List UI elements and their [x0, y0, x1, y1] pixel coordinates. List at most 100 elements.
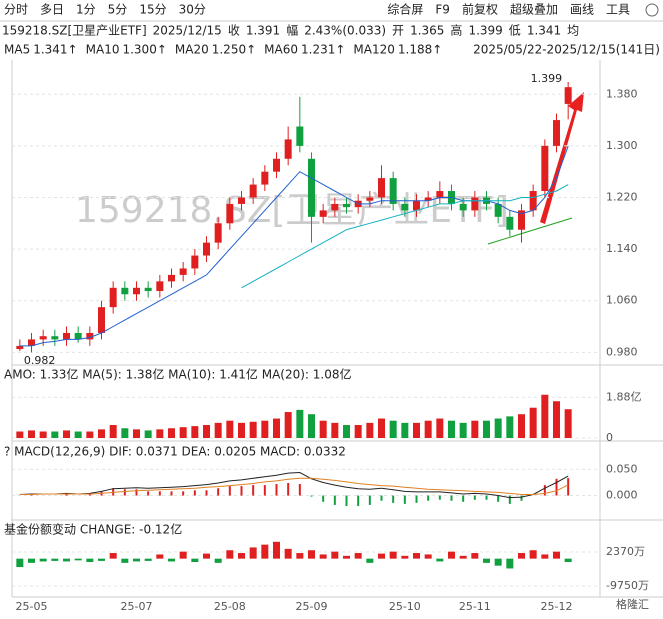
- bar: [529, 550, 537, 559]
- quote-item: 1.341: [527, 24, 561, 38]
- x-tick-label: 25-07: [121, 600, 153, 613]
- y-tick-label: 2370万: [606, 545, 645, 558]
- candle-body: [424, 197, 432, 201]
- bar: [179, 427, 187, 438]
- tab[interactable]: 5分: [108, 3, 128, 17]
- bar: [424, 554, 432, 559]
- tool[interactable]: 工具: [606, 3, 630, 17]
- bar: [191, 426, 199, 438]
- bar: [471, 420, 479, 438]
- ma-name: MA20: [175, 43, 209, 57]
- candle-body: [343, 203, 350, 208]
- bar: [564, 409, 572, 438]
- quote-item: 均: [567, 24, 579, 38]
- y-tick-label: 0.980: [606, 345, 638, 358]
- bar: [494, 558, 502, 566]
- bar: [483, 420, 490, 438]
- bar: [518, 414, 525, 438]
- bar: [51, 431, 59, 438]
- bar: [448, 551, 455, 559]
- candle-body: [203, 242, 210, 256]
- quote-item: 1.391: [246, 24, 280, 38]
- bar: [308, 414, 315, 438]
- candle-body: [74, 332, 82, 340]
- tab[interactable]: 30分: [179, 3, 206, 17]
- candle-body: [168, 274, 175, 282]
- bar: [74, 431, 82, 438]
- bar: [39, 558, 47, 562]
- quote-item: 收: [228, 24, 240, 38]
- bar: [506, 558, 514, 569]
- candle-body: [331, 203, 339, 211]
- bar: [296, 409, 304, 438]
- candle-body: [518, 210, 525, 230]
- bar: [261, 544, 269, 559]
- tab[interactable]: 多日: [40, 3, 64, 17]
- bar: [296, 553, 304, 559]
- bar: [459, 555, 467, 559]
- candle-body: [156, 281, 164, 292]
- bar: [249, 421, 257, 438]
- bar: [401, 422, 409, 438]
- bar: [74, 558, 82, 561]
- quote-item: 高: [450, 23, 462, 38]
- candle-body: [494, 203, 502, 217]
- bar: [378, 553, 385, 559]
- tool[interactable]: 综合屏: [387, 2, 423, 17]
- bar: [471, 553, 479, 559]
- bar: [226, 420, 234, 438]
- bar: [109, 425, 117, 438]
- bar: [51, 558, 59, 561]
- bar: [273, 541, 280, 559]
- ma-name: MA120: [353, 43, 394, 57]
- tab[interactable]: 分时: [4, 3, 28, 17]
- candle-body: [261, 171, 269, 185]
- x-tick-label: 25-11: [459, 600, 491, 613]
- bar: [86, 431, 94, 438]
- bar: [226, 550, 234, 559]
- bar: [121, 558, 129, 563]
- bar: [63, 430, 70, 438]
- candle-body: [564, 87, 572, 104]
- settings-icon[interactable]: [645, 3, 659, 17]
- bar: [448, 420, 455, 438]
- tool[interactable]: 前复权: [462, 2, 498, 17]
- tool[interactable]: 画线: [570, 3, 594, 17]
- bar: [168, 428, 175, 438]
- tool[interactable]: F9: [435, 3, 450, 17]
- bar: [109, 553, 117, 559]
- bar: [39, 431, 47, 438]
- candle-body: [366, 197, 374, 201]
- bar: [483, 558, 490, 563]
- tool[interactable]: 超级叠加: [510, 2, 558, 17]
- arrow: [540, 92, 584, 224]
- y-tick-label: -9750万: [606, 579, 649, 592]
- bar: [436, 558, 444, 562]
- bar: [331, 551, 339, 559]
- ma-name: MA60: [264, 43, 298, 57]
- bar: [494, 418, 502, 438]
- line: [19, 471, 569, 499]
- candle-body: [436, 191, 444, 198]
- quote-item: 159218.SZ[卫星产业ETF]: [2, 24, 147, 38]
- bar: [133, 558, 140, 562]
- bar: [238, 553, 245, 559]
- candle-body: [401, 203, 409, 211]
- y-tick-label: 1.060: [606, 294, 638, 307]
- candle-body: [308, 158, 315, 217]
- bar: [168, 558, 175, 562]
- bar: [343, 555, 350, 559]
- bar: [366, 558, 374, 563]
- bar: [16, 431, 24, 438]
- candle-body: [319, 210, 327, 217]
- bar: [529, 407, 537, 438]
- candle-body: [39, 336, 47, 340]
- annotation: 0.982: [24, 354, 56, 367]
- candle-body: [28, 339, 35, 346]
- tab[interactable]: 1分: [76, 3, 96, 17]
- candle-body: [214, 223, 222, 243]
- tab[interactable]: 15分: [139, 3, 166, 17]
- candle-body: [226, 203, 234, 224]
- bar: [28, 430, 35, 438]
